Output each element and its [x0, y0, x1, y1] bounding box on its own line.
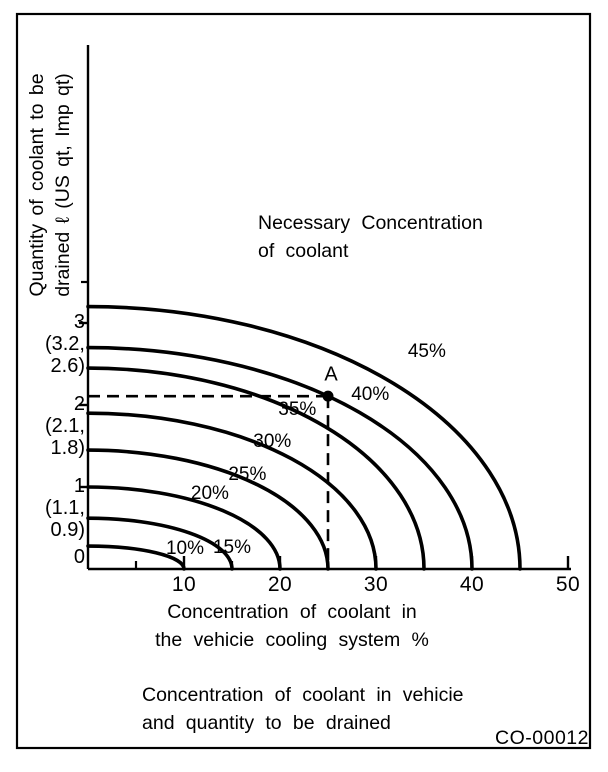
curve-label-10%: 10% — [165, 538, 204, 560]
curve-25% — [86, 448, 330, 571]
x-tick-label-30: 30 — [363, 573, 389, 596]
curve-label-40%: 40% — [351, 384, 390, 406]
curve-10% — [86, 544, 186, 571]
x-tick-label-20: 20 — [267, 573, 293, 596]
x-axis-label-line2: the vehicie cooling system % — [155, 629, 429, 651]
y-tick-value: 3 — [73, 311, 85, 333]
curve-label-25%: 25% — [228, 463, 267, 485]
curve-20% — [86, 485, 282, 571]
curve-45% — [86, 304, 522, 571]
curve-label-30%: 30% — [253, 430, 292, 452]
curve-35% — [86, 366, 426, 571]
x-tick-label-40: 40 — [459, 573, 485, 596]
y-tick-label-1: 1 (1.1, 0.9) — [45, 475, 85, 541]
x-tick-label-50: 50 — [555, 573, 581, 596]
figure-code: CO-00012 — [495, 727, 589, 749]
y-tick-usqt: (1.1, — [44, 497, 85, 519]
curve-40% — [86, 345, 474, 571]
curve-label-15%: 15% — [212, 536, 252, 558]
y-tick-usqt: (2.1, — [44, 415, 85, 437]
y-tick-value: 2 — [73, 393, 85, 415]
x-axis-label-line1: Concentration of coolant in — [167, 601, 417, 623]
y-tick-label-0: 0 — [74, 546, 85, 568]
figure-caption-line1: Concentration of coolant in vehicie — [142, 684, 464, 706]
y-axis-label: Quantity of coolant to be drained ℓ (US … — [24, 35, 78, 335]
chart-title-line2: of coolant — [258, 240, 349, 262]
curve-15% — [86, 516, 234, 571]
y-tick-impqt: 2.6) — [50, 355, 85, 377]
x-tick-label-10: 10 — [171, 573, 197, 596]
chart-title-line1: Necessary Concentration — [258, 212, 483, 234]
y-tick-label-2: 2 (2.1, 1.8) — [45, 393, 85, 459]
point-A-marker — [322, 390, 334, 402]
curve-label-20%: 20% — [190, 483, 229, 505]
y-tick-usqt: (3.2, — [44, 333, 85, 355]
curve-label-35%: 35% — [278, 398, 317, 420]
y-tick-value: 0 — [73, 546, 85, 568]
point-A-label: A — [324, 363, 338, 386]
curve-label-45%: 45% — [407, 340, 446, 362]
x-axis-label: Concentration of coolant in the vehicie … — [92, 598, 492, 654]
figure-caption: Concentration of coolant in vehicie and … — [142, 682, 464, 737]
chart-title: Necessary Concentration of coolant — [258, 209, 483, 265]
y-tick-impqt: 1.8) — [50, 437, 85, 459]
y-axis-label-line2: drained ℓ (US qt, Imp qt) — [52, 73, 74, 297]
y-axis-label-line1: Quantity of coolant to be — [26, 73, 48, 297]
figure-caption-line2: and quantity to be drained — [142, 711, 391, 734]
figure-border — [15, 12, 592, 750]
y-tick-value: 1 — [73, 475, 85, 497]
curve-30% — [86, 411, 378, 571]
y-tick-label-3: 3 (3.2, 2.6) — [45, 311, 85, 377]
y-tick-impqt: 0.9) — [50, 519, 85, 541]
